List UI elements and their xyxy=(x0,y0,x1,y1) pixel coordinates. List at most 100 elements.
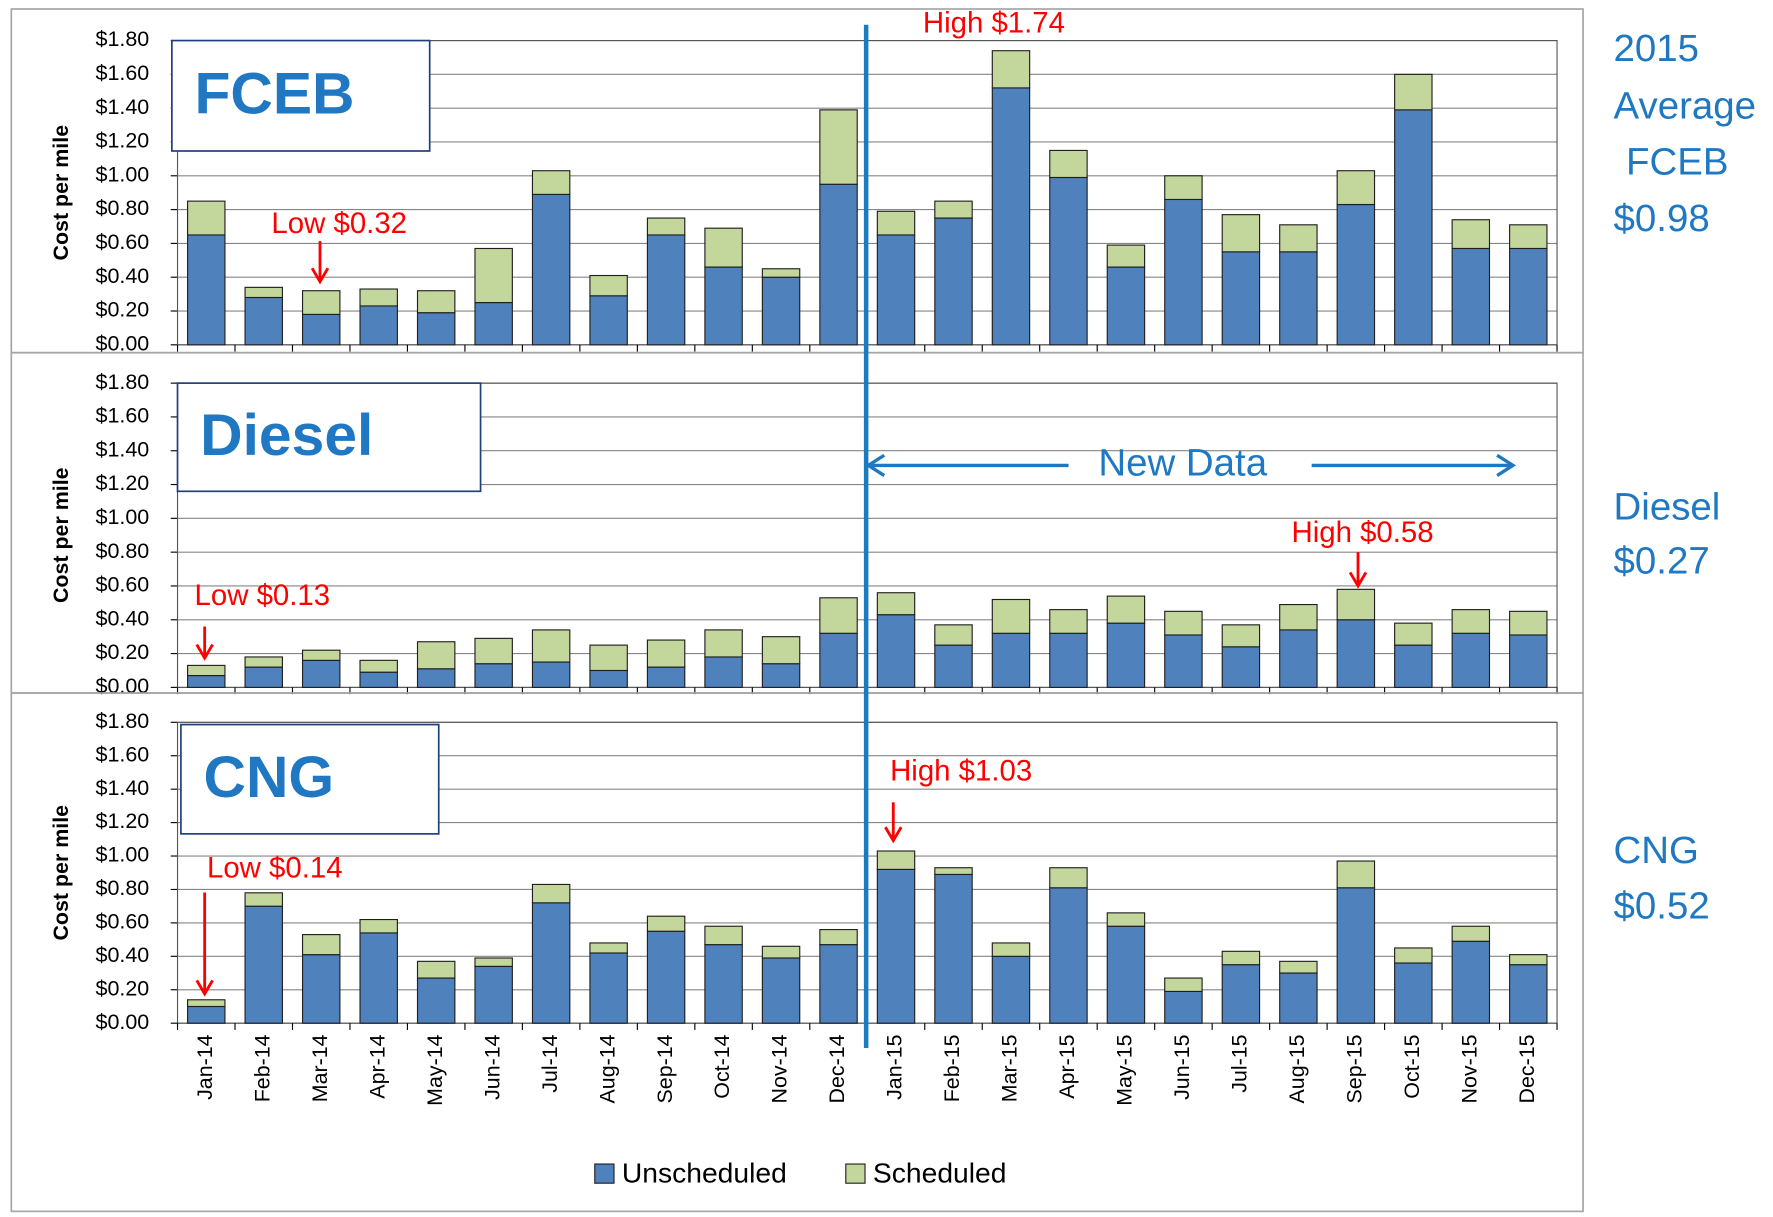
side-note: Average xyxy=(1614,84,1756,127)
y-tick-label: $1.80 xyxy=(96,27,150,51)
panel-title: Diesel xyxy=(200,403,373,468)
y-tick-label: $1.40 xyxy=(96,95,150,119)
annotation: Low $0.32 xyxy=(271,207,407,240)
bar-segment xyxy=(1106,266,1146,346)
bar-segment xyxy=(934,873,973,1024)
bar-segment xyxy=(359,671,398,688)
legend-label: Unscheduled xyxy=(622,1157,787,1189)
bar-segment xyxy=(1164,634,1203,688)
bar-segment xyxy=(761,636,801,665)
x-tick-label: Sep-15 xyxy=(1342,1034,1366,1103)
bar-segment xyxy=(589,669,628,688)
bar-segment xyxy=(704,629,743,658)
bar-segment xyxy=(934,200,973,219)
bar-segment xyxy=(1221,950,1261,966)
bar-segment xyxy=(1106,244,1146,268)
bar-segment xyxy=(187,200,226,236)
y-tick-label: $0.40 xyxy=(96,606,150,630)
bar-segment xyxy=(761,276,801,346)
bar-segment xyxy=(416,290,456,314)
bar-segment xyxy=(589,952,628,1024)
bar-segment xyxy=(531,883,571,904)
bar-segment xyxy=(1394,109,1433,346)
bar-segment xyxy=(1451,940,1491,1024)
bar-segment xyxy=(416,977,456,1024)
arrow-head xyxy=(310,267,330,285)
bar-segment xyxy=(1394,947,1433,964)
x-tick-label: Jan-15 xyxy=(883,1034,907,1100)
bar-segment xyxy=(244,656,283,668)
bar-segment xyxy=(1049,609,1088,634)
panel-title: FCEB xyxy=(194,62,354,127)
y-tick-label: $1.40 xyxy=(96,437,150,461)
annotation: High $1.74 xyxy=(923,7,1065,40)
bar-segment xyxy=(474,965,513,1024)
bar-segment xyxy=(1221,214,1261,253)
y-tick-label: $0.80 xyxy=(96,196,150,220)
bar-segment xyxy=(934,624,973,646)
bar-segment xyxy=(819,109,858,185)
y-tick-label: $0.00 xyxy=(96,674,150,698)
bar-segment xyxy=(1451,632,1491,688)
bar-segment xyxy=(991,50,1031,89)
y-tick-label: $0.80 xyxy=(96,876,150,900)
bar-segment xyxy=(646,915,686,932)
bar-segment xyxy=(1279,972,1318,1024)
y-tick-label: $1.20 xyxy=(96,809,150,833)
bar-segment xyxy=(646,639,686,668)
x-tick-label: Dec-15 xyxy=(1515,1034,1539,1103)
panel-title-box xyxy=(180,723,440,835)
bar-segment xyxy=(187,674,226,688)
bar-segment xyxy=(1451,925,1491,942)
bar-segment xyxy=(589,644,628,672)
x-tick-label: Mar-14 xyxy=(308,1034,332,1102)
arrow-head xyxy=(884,826,903,844)
bar-segment xyxy=(1106,925,1146,1024)
bar-segment xyxy=(301,649,341,661)
y-axis-label: Cost per mile xyxy=(49,125,73,261)
bar-segment xyxy=(359,288,398,307)
bar-segment xyxy=(359,305,398,346)
bar-segment xyxy=(876,592,916,616)
bar-segment xyxy=(646,930,686,1024)
x-tick-label: May-15 xyxy=(1113,1034,1137,1105)
y-tick-label: $1.80 xyxy=(96,709,150,733)
panel-border xyxy=(10,692,1584,1213)
bar-segment xyxy=(876,850,916,870)
bar-segment xyxy=(187,999,226,1008)
y-tick-label: $0.60 xyxy=(96,230,150,254)
bar-segment xyxy=(819,632,858,688)
bar-segment xyxy=(646,666,686,688)
side-note: $0.27 xyxy=(1614,540,1710,583)
divider-label: New Data xyxy=(1098,442,1267,485)
bar-segment xyxy=(1509,247,1548,346)
bar-segment xyxy=(1451,247,1491,346)
bar-segment xyxy=(1164,977,1203,992)
x-tick-label: Feb-15 xyxy=(940,1034,964,1102)
annotation: High $1.03 xyxy=(890,755,1032,788)
bar-segment xyxy=(646,234,686,346)
bar-segment xyxy=(1336,588,1376,621)
bar-segment xyxy=(1164,198,1203,346)
y-axis-label: Cost per mile xyxy=(49,805,73,941)
bar-segment xyxy=(1451,219,1491,250)
bar-segment xyxy=(359,659,398,673)
bar-segment xyxy=(531,193,571,346)
arrow-head xyxy=(195,643,214,661)
arrow-head xyxy=(1348,571,1368,589)
annotation: High $0.58 xyxy=(1291,516,1433,549)
y-tick-label: $1.40 xyxy=(96,776,150,800)
bar-segment xyxy=(876,614,916,688)
legend-swatch xyxy=(594,1163,615,1184)
bar-segment xyxy=(244,892,283,907)
bar-segment xyxy=(1509,224,1548,250)
bar-segment xyxy=(301,313,341,346)
bar-segment xyxy=(1394,73,1433,111)
bar-segment xyxy=(244,666,283,688)
x-tick-label: Nov-14 xyxy=(768,1034,792,1103)
bar-segment xyxy=(416,641,456,670)
bar-segment xyxy=(1451,609,1491,634)
bar-segment xyxy=(1394,622,1433,646)
x-tick-label: Jul-15 xyxy=(1228,1034,1252,1092)
